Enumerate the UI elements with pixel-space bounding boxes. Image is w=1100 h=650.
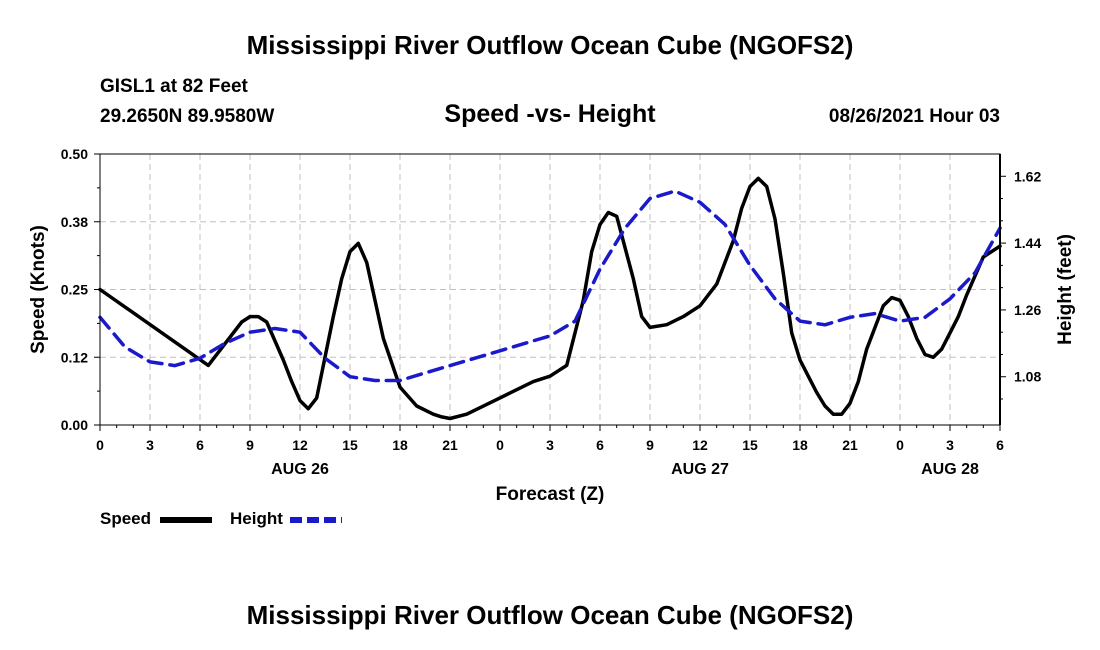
x-date-label: AUG 26: [271, 461, 329, 478]
station-coordinates: 29.2650N 89.9580W: [100, 106, 275, 127]
x-tick-label: 15: [742, 437, 758, 453]
x-tick-label: 3: [946, 437, 954, 453]
legend-height-label: Height: [230, 509, 283, 528]
x-tick-label: 18: [792, 437, 808, 453]
y-left-tick-label: 0.38: [61, 214, 88, 230]
y-axis-left-title: Speed (Knots): [28, 225, 49, 354]
x-tick-label: 21: [842, 437, 858, 453]
y-left-tick-label: 0.50: [61, 146, 88, 162]
x-tick-label: 21: [442, 437, 458, 453]
y-left-tick-label: 0.25: [61, 282, 88, 298]
x-tick-label: 9: [646, 437, 654, 453]
chart-title: Mississippi River Outflow Ocean Cube (NG…: [246, 30, 854, 60]
x-tick-label: 12: [692, 437, 708, 453]
x-tick-label: 0: [496, 437, 504, 453]
station-name: GISL1 at 82 Feet: [100, 76, 248, 97]
chart-subtitle: Speed -vs- Height: [444, 100, 656, 128]
forecast-datetime: 08/26/2021 Hour 03: [828, 106, 1000, 127]
x-tick-label: 3: [146, 437, 154, 453]
data-series: [98, 176, 1002, 421]
y-right-tick-label: 1.26: [1014, 302, 1041, 318]
legend-speed-label: Speed: [100, 509, 152, 528]
y-left-tick-label: 0.00: [61, 417, 88, 433]
y-right-tick-label: 1.62: [1014, 168, 1041, 184]
speed-series-line: [98, 176, 1002, 421]
x-tick-label: 12: [292, 437, 308, 453]
y-right-tick-label: 1.08: [1014, 369, 1041, 385]
x-tick-label: 6: [596, 437, 604, 453]
x-tick-label: 15: [342, 437, 358, 453]
x-date-label: AUG 27: [671, 461, 729, 478]
x-date-label: AUG 28: [921, 461, 979, 478]
height-series-line: [98, 189, 1002, 383]
axis-ticks: [94, 153, 1006, 431]
x-tick-label: 9: [246, 437, 254, 453]
x-tick-label: 18: [392, 437, 408, 453]
x-tick-label: 3: [546, 437, 554, 453]
x-tick-label: 0: [896, 437, 904, 453]
y-right-tick-label: 1.44: [1014, 235, 1041, 251]
x-tick-label: 0: [96, 437, 104, 453]
y-axis-right-title: Height (feet): [1055, 234, 1076, 345]
x-tick-label: 6: [996, 437, 1004, 453]
footer-title: Mississippi River Outflow Ocean Cube (NG…: [246, 600, 854, 630]
y-left-tick-label: 0.12: [61, 349, 88, 365]
x-tick-label: 6: [196, 437, 204, 453]
grid-lines: [100, 154, 1000, 425]
x-axis-title: Forecast (Z): [496, 484, 605, 505]
axis-labels: 0 3 6 9 12 15 18 21 0 3 6 9 12 15 18 21 0 3 6 AUG 26 AUG 27 A…: [61, 146, 1042, 478]
